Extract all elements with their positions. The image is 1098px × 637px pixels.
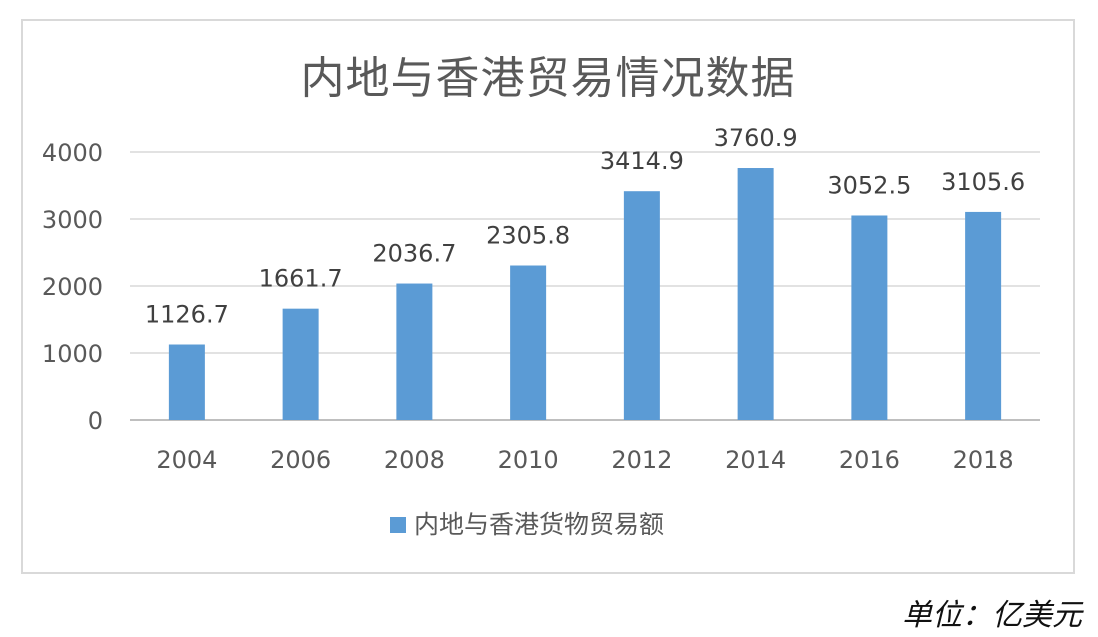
data-label: 3760.9 — [714, 124, 798, 152]
bar — [396, 283, 433, 420]
bar — [965, 211, 1002, 420]
x-tick-label: 2018 — [953, 446, 1014, 474]
legend-label: 内地与香港货物贸易额 — [414, 510, 664, 539]
data-label: 1126.7 — [145, 301, 229, 329]
y-tick-label: 0 — [88, 407, 103, 435]
y-tick-label: 4000 — [42, 139, 103, 167]
unit-note: 单位：亿美元 — [902, 598, 1082, 633]
bar — [168, 344, 205, 420]
x-tick-label: 2008 — [384, 446, 445, 474]
data-label: 3052.5 — [827, 171, 911, 199]
x-tick-label: 2012 — [611, 446, 672, 474]
chart-frame — [21, 19, 1075, 574]
data-label: 2036.7 — [372, 240, 456, 268]
bar — [737, 168, 774, 420]
x-tick-label: 2004 — [156, 446, 217, 474]
data-label: 1661.7 — [259, 265, 343, 293]
x-tick-label: 2014 — [725, 446, 786, 474]
y-tick-label: 1000 — [42, 340, 103, 368]
x-tick-label: 2010 — [498, 446, 559, 474]
chart-title: 内地与香港贸易情况数据 — [300, 53, 796, 104]
data-label: 3105.6 — [941, 168, 1025, 196]
y-tick-label: 3000 — [42, 206, 103, 234]
legend-swatch — [390, 517, 406, 533]
bar — [623, 191, 660, 420]
bar — [510, 265, 547, 420]
x-tick-label: 2006 — [270, 446, 331, 474]
bar — [282, 308, 319, 420]
data-label: 2305.8 — [486, 222, 570, 250]
x-tick-label: 2016 — [839, 446, 900, 474]
y-tick-label: 2000 — [42, 273, 103, 301]
data-label: 3414.9 — [600, 147, 684, 175]
bar — [851, 215, 888, 420]
